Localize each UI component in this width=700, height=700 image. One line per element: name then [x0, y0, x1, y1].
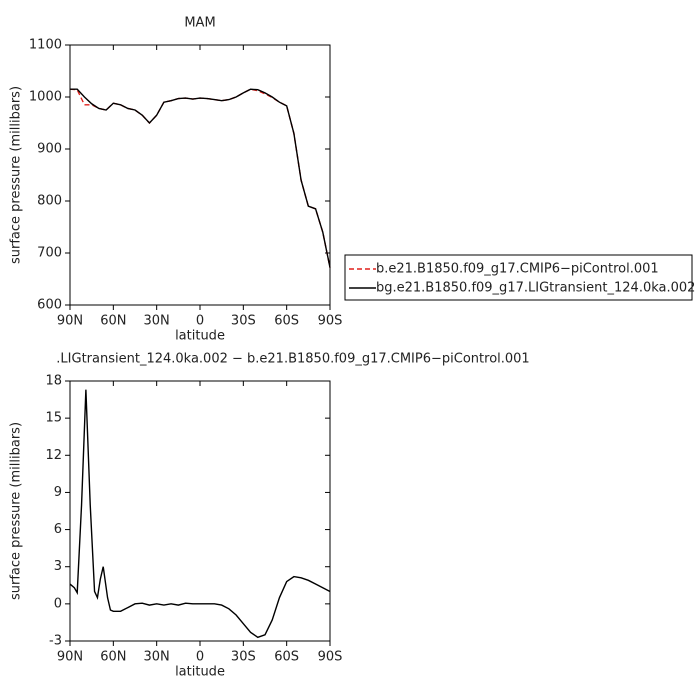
y-tick-label: 15: [45, 411, 62, 426]
y-tick-label: 0: [54, 596, 62, 611]
x-axis-label: latitude: [175, 665, 225, 680]
x-tick-label: 30N: [144, 314, 170, 329]
y-tick-label: 900: [37, 142, 62, 157]
x-tick-label: 60S: [274, 650, 299, 665]
x-tick-label: 90S: [318, 314, 343, 329]
x-tick-label: 0: [196, 314, 204, 329]
legend-box: [344, 254, 693, 301]
x-tick-label: 90S: [318, 650, 343, 665]
y-tick-label: 3: [54, 559, 62, 574]
y-tick-label: 9: [54, 485, 62, 500]
y-tick-label: -3: [49, 634, 62, 649]
x-tick-label: 60N: [100, 650, 126, 665]
x-tick-label: 90N: [57, 650, 83, 665]
x-axis-label: latitude: [175, 329, 225, 344]
x-tick-label: 0: [196, 650, 204, 665]
x-tick-label: 60N: [100, 314, 126, 329]
chart-title: MAM: [184, 16, 215, 31]
y-tick-label: 1000: [29, 90, 62, 105]
y-tick-label: 6: [54, 522, 62, 537]
y-axis-label: surface pressure (millibars): [9, 422, 24, 600]
y-tick-label: 12: [45, 448, 62, 463]
x-tick-label: 30N: [144, 650, 170, 665]
x-tick-label: 30S: [231, 314, 256, 329]
x-tick-label: 60S: [274, 314, 299, 329]
chart-title: .LIGtransient_124.0ka.002 − b.e21.B1850.…: [56, 352, 529, 367]
data-line: [70, 88, 331, 268]
y-tick-label: 1100: [29, 38, 62, 53]
legend-label: b.e21.B1850.f09_g17.CMIP6−piControl.001: [376, 262, 659, 277]
data-line: [69, 88, 331, 268]
y-tick-label: 18: [45, 374, 62, 389]
y-axis-label: surface pressure (millibars): [9, 86, 24, 264]
x-tick-label: 90N: [57, 314, 83, 329]
plot-frame: [69, 44, 331, 306]
y-tick-label: 600: [37, 298, 62, 313]
y-tick-label: 800: [37, 194, 62, 209]
x-tick-label: 30S: [231, 650, 256, 665]
y-tick-label: 700: [37, 246, 62, 261]
legend-label: bg.e21.B1850.f09_g17.LIGtransient_124.0k…: [376, 281, 695, 296]
data-line: [69, 389, 331, 639]
